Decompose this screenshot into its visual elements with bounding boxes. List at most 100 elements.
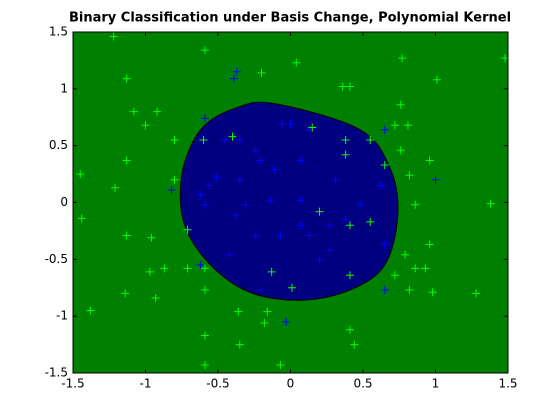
plus-marker (196, 261, 205, 270)
plus-marker (199, 135, 208, 144)
plus-marker (229, 74, 238, 83)
plus-marker (167, 185, 176, 194)
x-tick-label: -0.5 (206, 377, 229, 391)
plus-marker (411, 264, 420, 273)
plus-marker (200, 46, 209, 55)
plus-marker (205, 181, 214, 190)
plus-marker (200, 200, 209, 209)
plus-marker (129, 107, 138, 116)
plot-area (73, 32, 508, 373)
plus-marker (350, 340, 359, 349)
plus-marker (398, 54, 407, 63)
y-tick-label: -1 (56, 309, 68, 323)
plus-marker (287, 283, 296, 292)
plus-marker (212, 173, 221, 182)
plus-marker (431, 175, 440, 184)
plus-marker (267, 267, 276, 276)
x-tick-label: 0 (287, 377, 295, 391)
plus-marker (225, 250, 234, 259)
plus-marker (286, 120, 295, 129)
x-tick-label: -1.5 (61, 377, 84, 391)
plus-marker (341, 150, 350, 159)
plus-marker (200, 331, 209, 340)
plus-marker (341, 135, 350, 144)
plus-marker (396, 100, 405, 109)
plus-marker (235, 175, 244, 184)
plus-marker (151, 293, 160, 302)
plus-marker (260, 318, 269, 327)
plus-marker (109, 32, 118, 41)
plus-marker (200, 114, 209, 123)
plus-marker (170, 135, 179, 144)
x-tick-label: 1 (432, 377, 440, 391)
plus-marker (266, 196, 275, 205)
plus-marker (257, 286, 266, 295)
plus-marker (200, 286, 209, 295)
plus-marker (376, 181, 385, 190)
plus-marker (380, 286, 389, 295)
plus-marker (380, 125, 389, 134)
plus-marker (401, 250, 410, 259)
plus-marker (241, 200, 250, 209)
plus-marker (282, 317, 291, 326)
plus-marker (428, 288, 437, 297)
plus-marker (366, 217, 375, 226)
plus-marker (228, 132, 237, 141)
plus-marker (111, 183, 120, 192)
plus-marker (425, 156, 434, 165)
plus-marker (486, 199, 495, 208)
plus-marker (276, 231, 285, 240)
plus-marker (390, 271, 399, 280)
plus-marker (405, 171, 414, 180)
plus-marker (315, 256, 324, 265)
plus-marker (345, 82, 354, 91)
plus-marker (390, 121, 399, 130)
plus-marker (263, 307, 272, 316)
plus-marker (276, 361, 285, 370)
plus-marker (425, 240, 434, 249)
plus-marker (183, 225, 192, 234)
plus-marker (170, 175, 179, 184)
plus-marker (235, 135, 244, 144)
plus-marker (403, 121, 412, 130)
x-tick-label: -1 (140, 377, 152, 391)
y-tick-label: 1 (60, 81, 68, 95)
plus-marker (345, 325, 354, 334)
plus-marker (251, 146, 260, 155)
plus-marker (234, 307, 243, 316)
plus-marker (356, 200, 365, 209)
plus-marker (411, 200, 420, 209)
plus-marker (257, 68, 266, 77)
plus-marker (122, 156, 131, 165)
plus-marker (472, 289, 481, 298)
plus-marker (325, 246, 334, 255)
plus-marker (270, 165, 279, 174)
plus-marker (77, 214, 86, 223)
plus-marker (308, 123, 317, 132)
plus-marker (221, 135, 230, 144)
plus-marker (121, 289, 130, 298)
plus-marker (345, 271, 354, 280)
plus-marker (76, 170, 85, 179)
y-tick-label: 0 (60, 195, 68, 209)
plus-marker (315, 207, 324, 216)
plus-marker (183, 264, 192, 273)
plus-marker (122, 74, 131, 83)
plus-marker (396, 146, 405, 155)
plus-marker (232, 67, 241, 76)
chart-title: Binary Classification under Basis Change… (69, 11, 511, 26)
plus-marker (235, 340, 244, 349)
y-tick-label: 0.5 (49, 138, 68, 152)
x-tick-label: 0.5 (353, 377, 372, 391)
plus-marker (338, 82, 347, 91)
plus-marker (251, 231, 260, 240)
plus-marker (277, 120, 286, 129)
plus-marker (86, 306, 95, 315)
plus-marker (325, 221, 334, 230)
plus-marker (296, 156, 305, 165)
decision-region (179, 101, 399, 301)
plus-marker (345, 221, 354, 230)
plus-marker (405, 286, 414, 295)
plus-marker (231, 211, 240, 220)
